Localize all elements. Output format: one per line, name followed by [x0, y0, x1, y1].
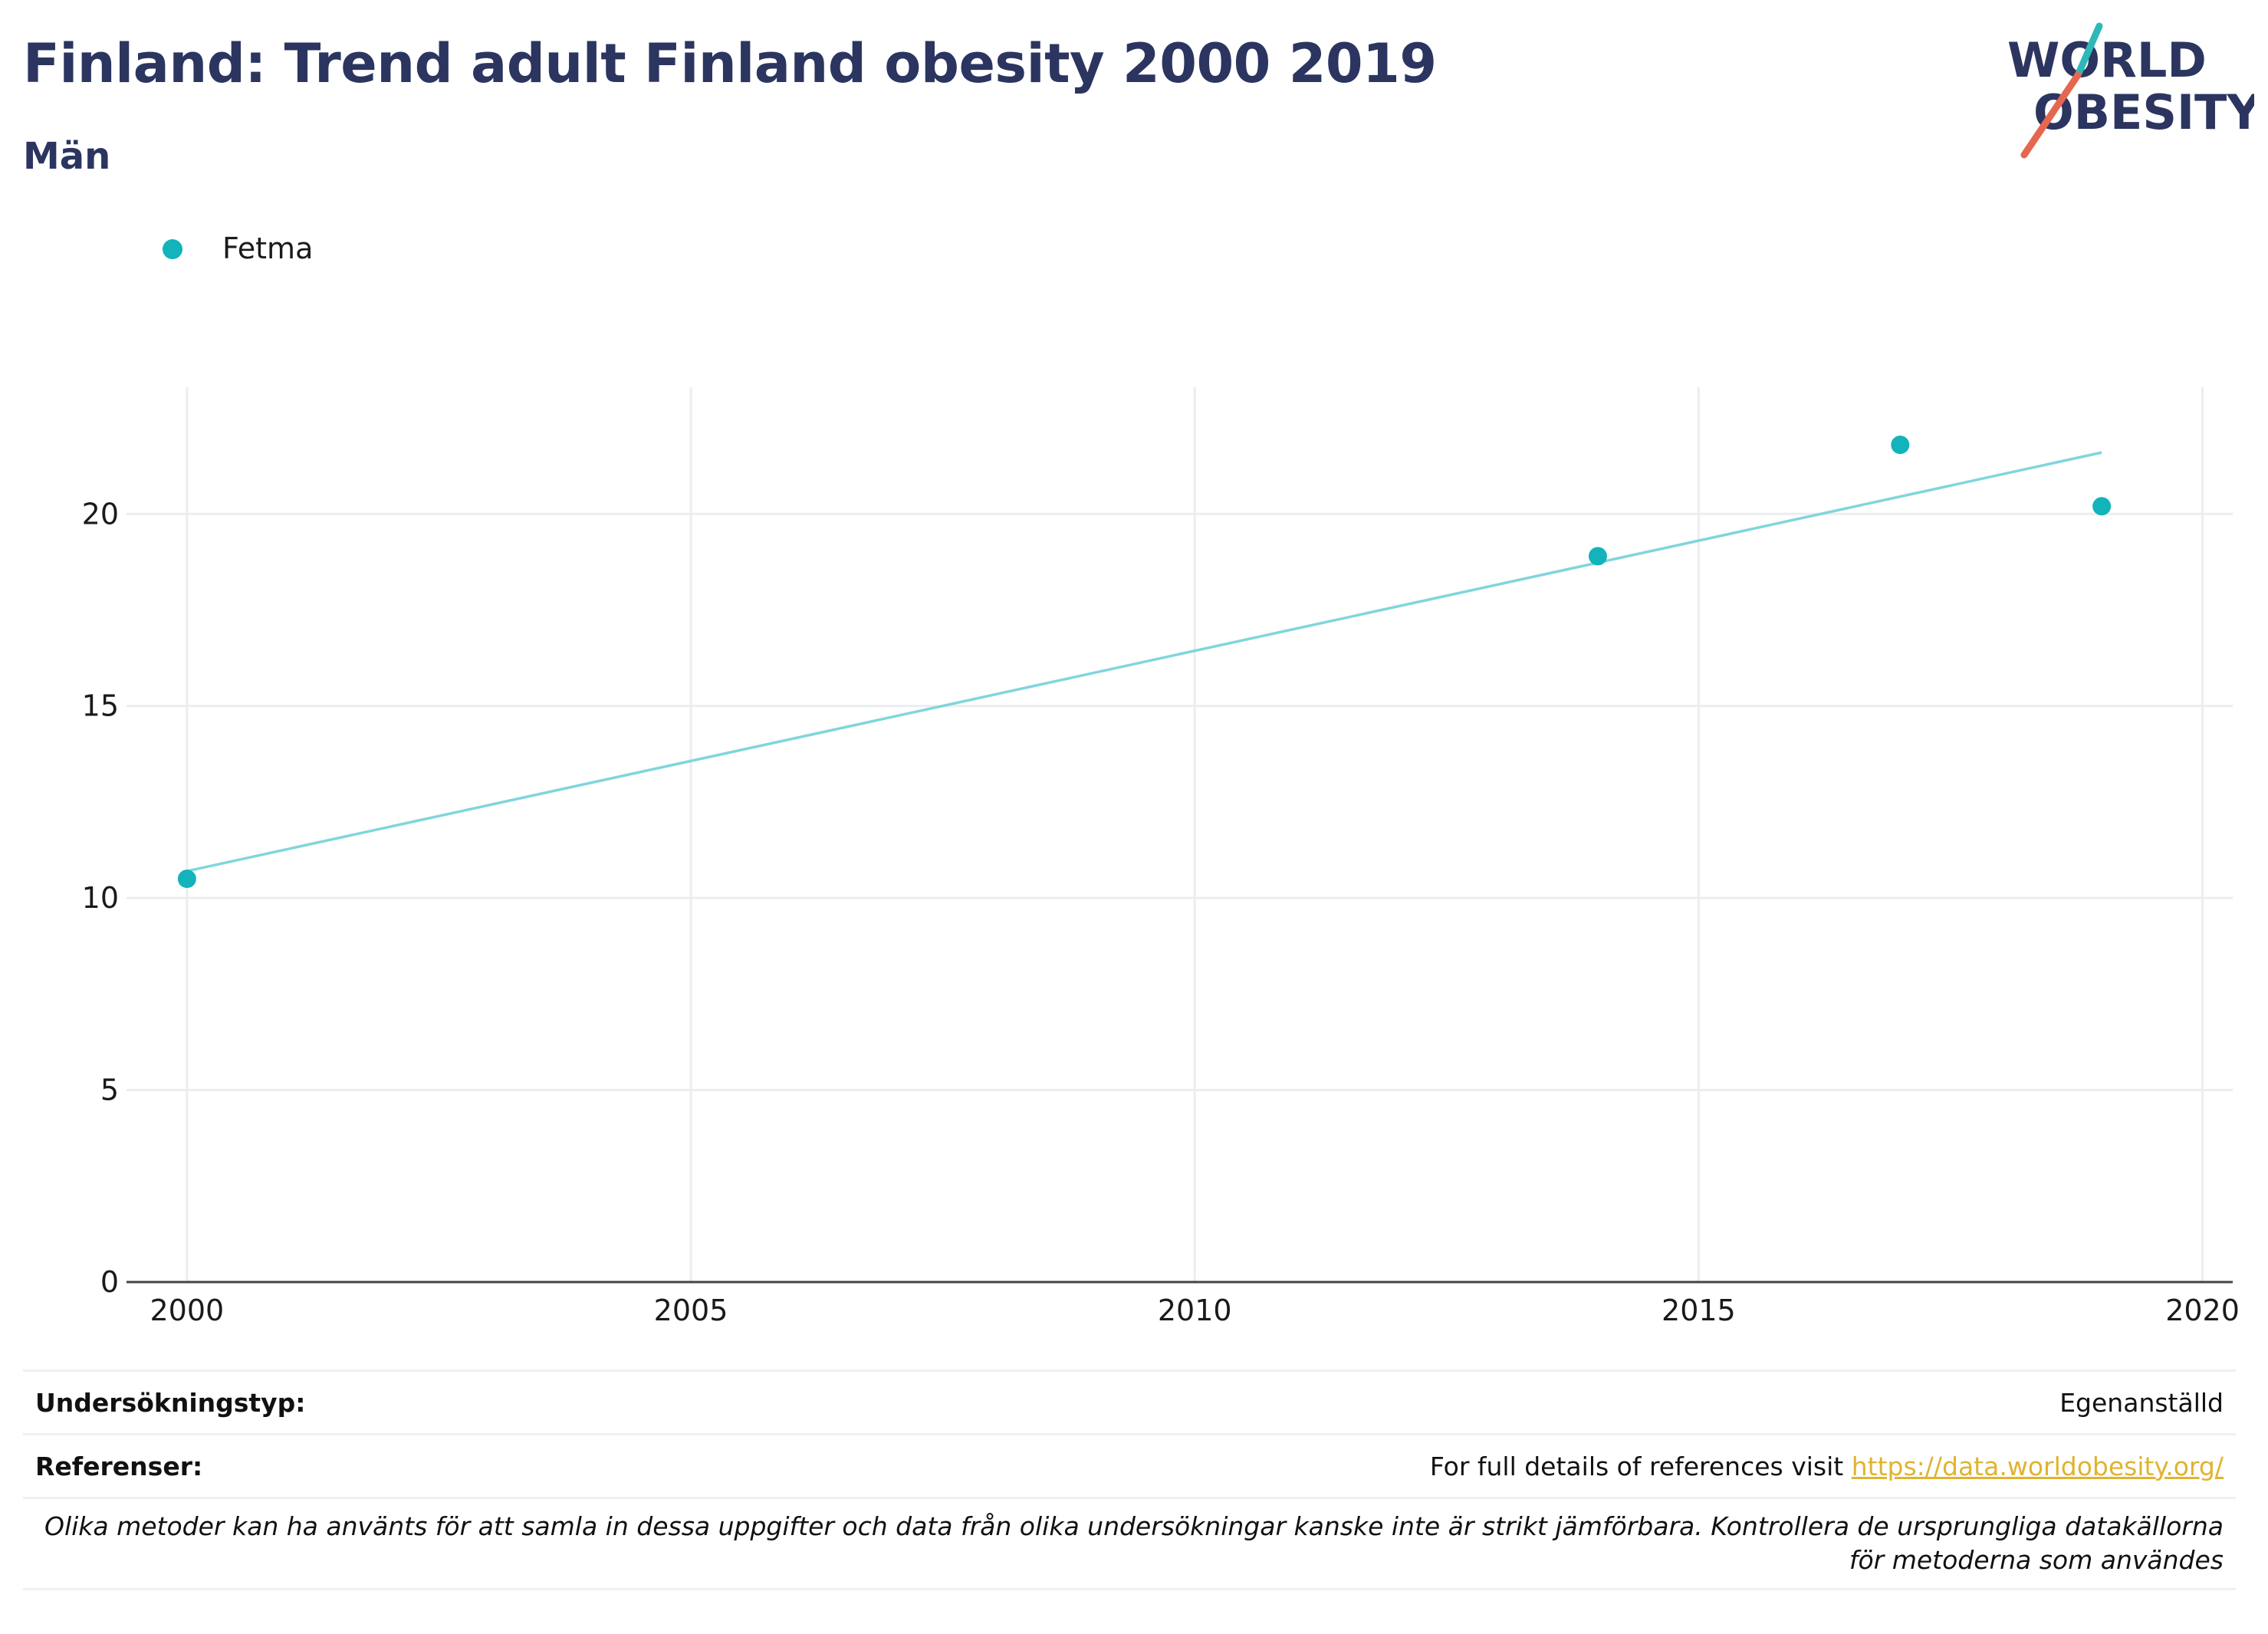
chart-subtitle: Män [23, 135, 111, 178]
references-row: Referenser: For full details of referenc… [23, 1433, 2236, 1497]
x-tick-label: 2020 [2165, 1294, 2240, 1327]
x-tick-label: 2010 [1158, 1294, 1232, 1327]
axes: 2000 2005 2010 2015 2020 0 5 10 15 20 [82, 497, 2240, 1327]
references-value: For full details of references visit htt… [1430, 1452, 2224, 1481]
y-tick-label: 5 [100, 1073, 119, 1107]
survey-type-row: Undersökningstyp: Egenanställd [23, 1369, 2236, 1433]
y-tick-label: 20 [82, 497, 119, 531]
trendline-layer [186, 451, 2102, 873]
legend-label-fetma: Fetma [222, 232, 314, 265]
data-points [177, 436, 2112, 889]
logo-slash-red [2020, 71, 2082, 159]
grid [127, 387, 2233, 1282]
logo-text-obesity: OBESITY [2033, 84, 2254, 140]
x-tick-label: 2015 [1662, 1294, 1736, 1327]
data-point [177, 870, 196, 889]
methodology-note: Olika metoder kan ha använts för att sam… [23, 1497, 2236, 1590]
references-label: Referenser: [35, 1451, 203, 1481]
survey-type-value: Egenanställd [2059, 1387, 2224, 1418]
logo-text-world: WORLD [2007, 32, 2207, 88]
x-tick-label: 2005 [654, 1294, 728, 1327]
references-text: For full details of references visit [1429, 1451, 1852, 1481]
trendline [186, 451, 2102, 873]
data-point [1891, 436, 1910, 455]
logo-slash-teal [2074, 22, 2103, 79]
data-point [1588, 547, 1607, 566]
chart-title: Finland: Trend adult Finland obesity 200… [23, 32, 1437, 95]
legend-marker [163, 239, 182, 259]
y-tick-label: 10 [82, 881, 119, 915]
y-tick-label: 0 [100, 1265, 119, 1299]
x-tick-label: 2000 [150, 1294, 225, 1327]
references-link[interactable]: https://data.worldobesity.org/ [1851, 1451, 2224, 1481]
survey-type-label: Undersökningstyp: [35, 1387, 306, 1418]
data-point [2092, 497, 2112, 516]
y-tick-label: 15 [82, 689, 119, 723]
world-obesity-logo: WORLD OBESITY [2007, 22, 2254, 159]
footer-table: Undersökningstyp: Egenanställd Referense… [23, 1369, 2236, 1590]
